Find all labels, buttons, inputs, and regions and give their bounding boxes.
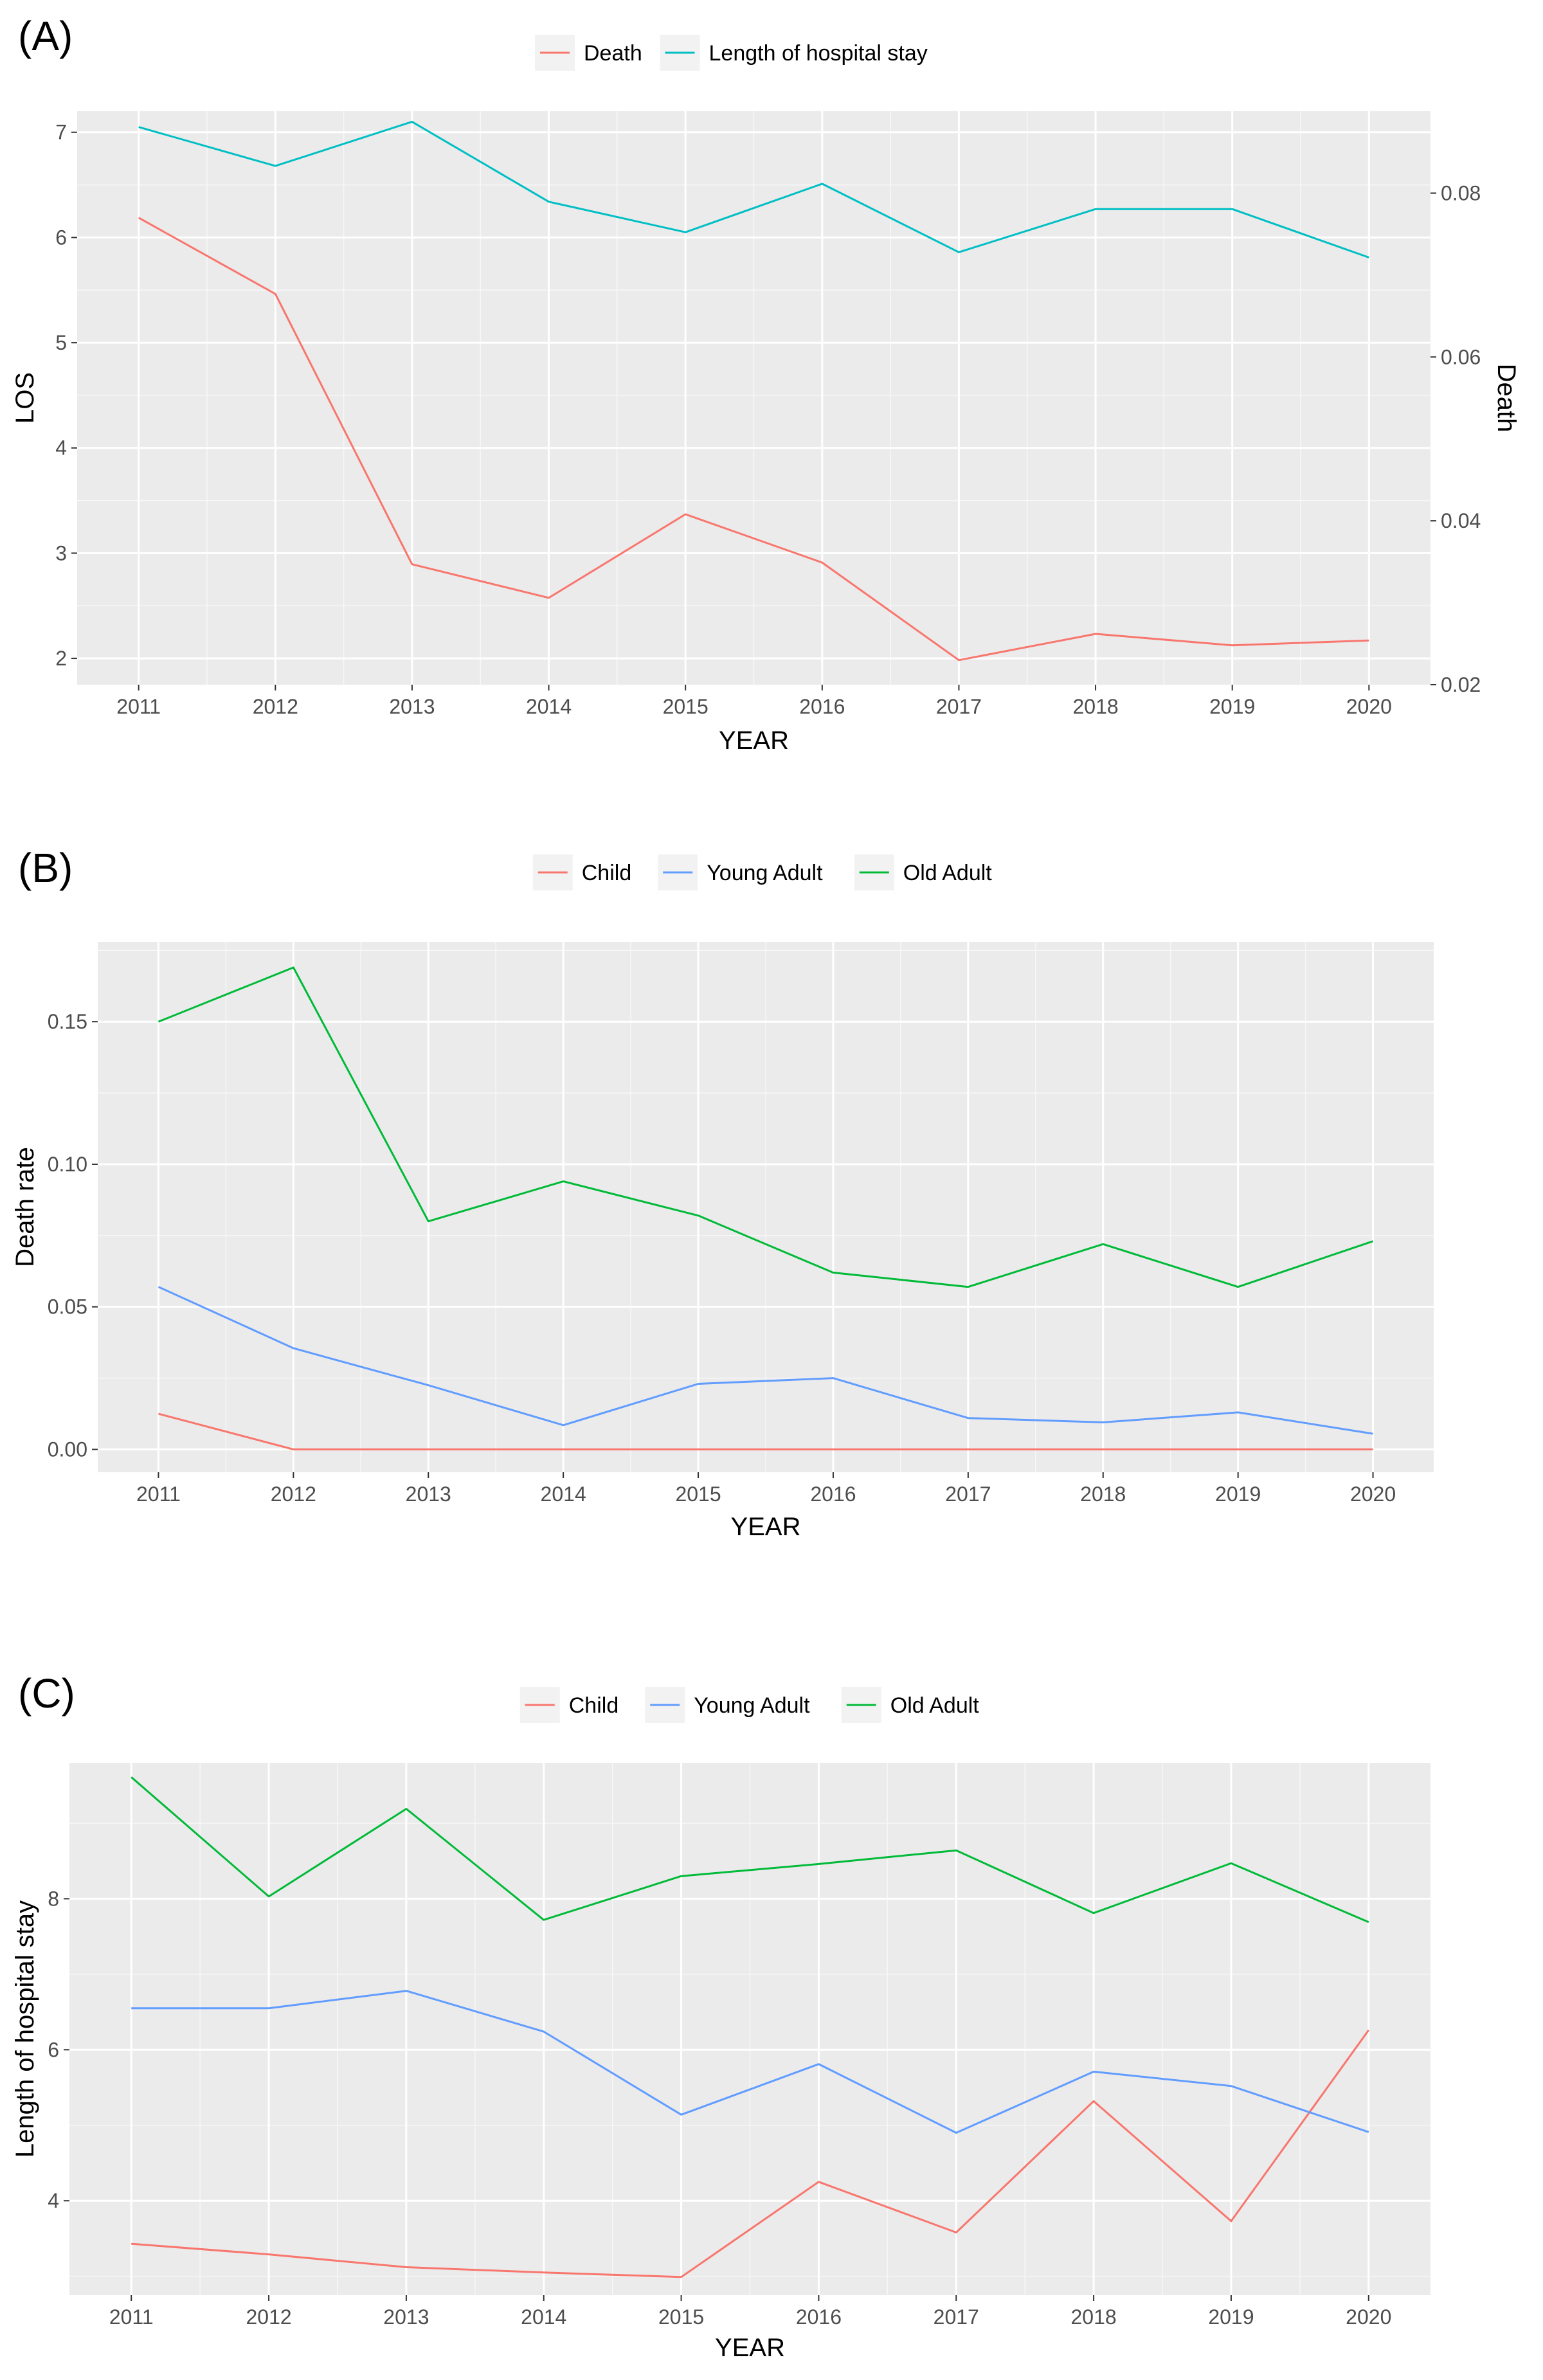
x-tick-label: 2014: [521, 2305, 566, 2329]
legend-label-child: Child: [582, 861, 631, 885]
series-line-young-adult: [131, 1990, 1369, 2134]
y-tick-label: 0.15: [48, 1010, 87, 1033]
y-tick-label: 4: [55, 437, 67, 460]
x-tick-label: 2015: [663, 695, 708, 718]
x-tick-label: 2019: [1209, 695, 1255, 718]
y-tick-label: 0.05: [48, 1295, 87, 1319]
x-tick-label: 2013: [406, 1483, 451, 1506]
legend: Child Young Adult Old Adult: [532, 854, 993, 890]
x-tick-label: 2018: [1072, 695, 1118, 718]
y2-tick-label: 0.06: [1441, 345, 1481, 368]
x-tick-label: 2016: [796, 2305, 842, 2329]
series-line-child: [131, 2029, 1370, 2278]
x-tick-label: 2012: [271, 1483, 316, 1506]
legend: Child Young Adult Old Adult: [519, 1687, 980, 1723]
y-tick-label: 0.10: [48, 1153, 87, 1176]
y-axis-title: Death rate: [11, 1147, 39, 1267]
legend-label-old-adult: Old Adult: [903, 861, 993, 885]
y-tick-label: 5: [55, 331, 67, 354]
panel-label: (B): [18, 845, 73, 891]
x-tick-label: 2020: [1346, 695, 1392, 718]
y-tick-label: 6: [48, 2038, 59, 2061]
y-tick-label: 2: [55, 647, 67, 670]
series-line-old-adult: [158, 966, 1373, 1288]
x-tick-label: 2017: [945, 1483, 991, 1506]
panel-c: (C) Child Young Adult Old Adult 2011 2012 2013…: [11, 1670, 1430, 2362]
x-axis-title: YEAR: [715, 2334, 785, 2362]
y-tick-label: 3: [55, 541, 67, 564]
y-tick-label: 8: [48, 1887, 59, 1910]
x-tick-label: 2016: [799, 695, 845, 718]
y-axis-title: Length of hospital stay: [11, 1900, 39, 2158]
x-tick-label: 2011: [136, 1483, 181, 1506]
panel-a: (A) Death Length of hospital stay 2011 2012 2…: [11, 13, 1520, 755]
panel-label: (A): [18, 13, 73, 59]
x-tick-label: 2013: [383, 2305, 429, 2329]
legend-label-young-adult: Young Adult: [707, 861, 823, 885]
x-tick-label: 2012: [253, 695, 298, 718]
y-tick-label: 6: [55, 226, 67, 249]
series-line-old-adult: [131, 1776, 1369, 1924]
y-tick-label: 0.00: [48, 1438, 87, 1461]
y2-tick-label: 0.08: [1441, 181, 1481, 204]
x-tick-label: 2015: [658, 2305, 704, 2329]
y2-tick-label: 0.04: [1441, 509, 1481, 532]
series-line-young-adult: [158, 1286, 1373, 1435]
x-axis-title: YEAR: [719, 726, 789, 755]
x-tick-label: 2011: [109, 2305, 154, 2329]
y2-tick-label: 0.02: [1441, 673, 1481, 696]
x-tick-label: 2013: [389, 695, 435, 718]
legend-label-young-adult: Young Adult: [694, 1693, 810, 1718]
x-tick-label: 2020: [1350, 1483, 1396, 1506]
x-tick-label: 2016: [810, 1483, 856, 1506]
y-axis-title: LOS: [11, 372, 39, 424]
x-tick-label: 2017: [934, 2305, 979, 2329]
legend-label-death: Death: [584, 41, 642, 66]
x-axis-title: YEAR: [731, 1513, 801, 1541]
x-tick-label: 2011: [116, 695, 161, 718]
y-tick-label: 7: [55, 121, 67, 144]
x-tick-label: 2014: [541, 1483, 586, 1506]
panel-label: (C): [18, 1670, 75, 1717]
series-line-death: [138, 217, 1369, 662]
x-tick-label: 2018: [1080, 1483, 1126, 1506]
legend-label-length-of-hospital-stay: Length of hospital stay: [709, 41, 928, 66]
x-tick-label: 2019: [1215, 1483, 1261, 1506]
x-tick-label: 2020: [1346, 2305, 1391, 2329]
x-tick-label: 2019: [1208, 2305, 1254, 2329]
x-tick-label: 2014: [526, 695, 572, 718]
panel-b: (B) Child Young Adult Old Adult 2011 2012 2013…: [11, 845, 1434, 1541]
series-line-length-of-hospital-stay: [138, 120, 1369, 258]
x-tick-label: 2018: [1071, 2305, 1117, 2329]
x-tick-label: 2012: [246, 2305, 291, 2329]
legend-label-child: Child: [569, 1693, 618, 1718]
legend-label-old-adult: Old Adult: [890, 1693, 980, 1718]
y-tick-label: 4: [48, 2189, 59, 2212]
x-tick-label: 2017: [936, 695, 982, 718]
y2-axis-title: Death: [1492, 364, 1520, 433]
series-line-child: [158, 1412, 1373, 1450]
x-tick-label: 2015: [675, 1483, 721, 1506]
legend: Death Length of hospital stay: [535, 35, 928, 71]
